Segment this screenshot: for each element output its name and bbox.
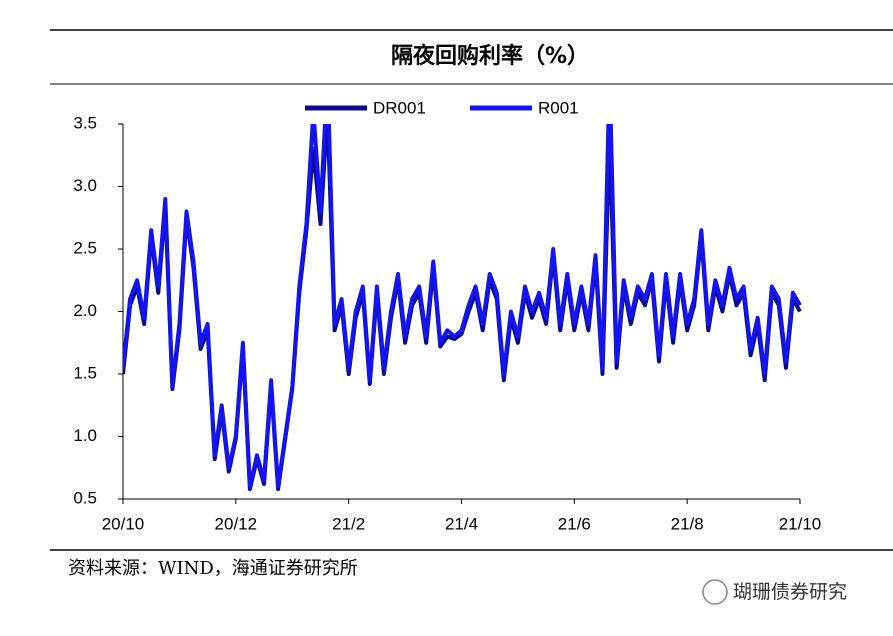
y-tick-label: 1.0: [73, 426, 97, 445]
legend-label: DR001: [373, 98, 426, 117]
y-tick-label: 2.0: [73, 301, 97, 320]
y-tick-label: 3.0: [73, 176, 97, 195]
watermark-icon: [702, 579, 728, 605]
x-tick-label: 20/12: [215, 514, 258, 533]
y-tick-label: 3.5: [73, 113, 97, 132]
chart-title: 隔夜回购利率（%）: [391, 43, 589, 69]
x-tick-label: 21/6: [558, 514, 591, 533]
plot-area: [123, 124, 802, 491]
x-tick-label: 21/4: [445, 514, 478, 533]
x-tick-label: 21/10: [779, 514, 822, 533]
y-tick-label: 0.5: [73, 488, 97, 507]
watermark: 瑚珊债券研究: [733, 581, 847, 603]
legend-label: R001: [538, 98, 579, 117]
x-tick-label: 21/2: [332, 514, 365, 533]
source: 资料来源：WIND，海通证券研究所: [68, 558, 358, 579]
y-tick-label: 2.5: [73, 238, 97, 257]
x-tick-label: 20/10: [102, 514, 145, 533]
x-tick-label: 21/8: [671, 514, 704, 533]
line-series: [123, 124, 802, 489]
y-tick-label: 1.5: [73, 363, 97, 382]
